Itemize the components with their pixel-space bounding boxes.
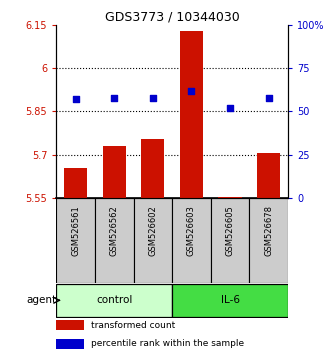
Text: GSM526605: GSM526605 bbox=[225, 205, 235, 256]
Text: IL-6: IL-6 bbox=[220, 295, 240, 306]
Bar bbox=[103, 146, 126, 198]
Text: control: control bbox=[96, 295, 132, 306]
Bar bbox=[211, 198, 249, 283]
Text: percentile rank within the sample: percentile rank within the sample bbox=[91, 339, 244, 348]
Text: GSM526678: GSM526678 bbox=[264, 205, 273, 256]
Bar bbox=[257, 153, 280, 198]
Text: GSM526602: GSM526602 bbox=[148, 205, 157, 256]
Bar bbox=[249, 198, 288, 283]
Bar bbox=[180, 30, 203, 198]
Text: GSM526603: GSM526603 bbox=[187, 205, 196, 256]
Text: transformed count: transformed count bbox=[91, 321, 175, 330]
Point bbox=[112, 95, 117, 101]
Bar bbox=[56, 320, 84, 330]
Title: GDS3773 / 10344030: GDS3773 / 10344030 bbox=[105, 11, 240, 24]
Point bbox=[150, 95, 156, 101]
Bar bbox=[218, 197, 242, 198]
Bar bbox=[56, 284, 172, 317]
Point bbox=[227, 105, 233, 111]
Text: GSM526562: GSM526562 bbox=[110, 205, 119, 256]
Point bbox=[266, 95, 271, 101]
Point bbox=[73, 97, 78, 102]
Bar bbox=[172, 198, 211, 283]
Bar bbox=[141, 139, 165, 198]
Bar bbox=[56, 339, 84, 349]
Bar bbox=[172, 284, 288, 317]
Bar bbox=[133, 198, 172, 283]
Text: agent: agent bbox=[26, 295, 56, 306]
Bar bbox=[95, 198, 133, 283]
Bar bbox=[64, 168, 87, 198]
Point bbox=[189, 88, 194, 93]
Text: GSM526561: GSM526561 bbox=[71, 205, 80, 256]
Bar bbox=[56, 198, 95, 283]
